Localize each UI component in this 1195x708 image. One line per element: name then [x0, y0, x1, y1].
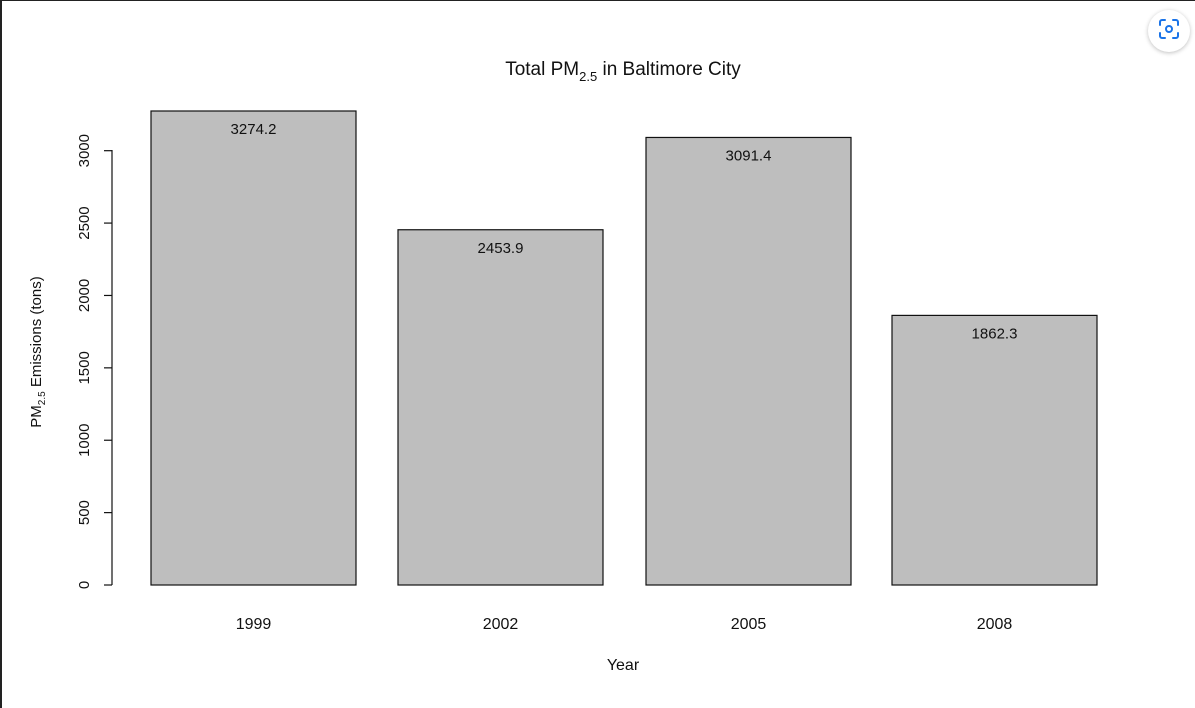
bar-1999 [150, 110, 357, 586]
y-axis-label: PM2.5 Emissions (tons) [28, 276, 48, 427]
lens-search-button[interactable] [1148, 10, 1190, 52]
bar-value-label: 3274.2 [231, 121, 277, 138]
bar-value-label: 2453.9 [478, 240, 524, 257]
chart-title-subscript: 2.5 [579, 69, 597, 84]
y-tick-label: 1000 [76, 424, 93, 457]
y-tick-label: 2500 [76, 206, 93, 239]
y-tick-label: 1500 [76, 351, 93, 384]
x-category-label: 2008 [977, 616, 1013, 633]
y-axis-label-subscript: 2.5 [37, 391, 48, 405]
bar-value-label: 3091.4 [726, 147, 772, 164]
chart-title-prefix: Total PM [505, 59, 579, 80]
chart-title-suffix: in Baltimore City [597, 59, 741, 80]
image-search-icon [1157, 17, 1181, 46]
bar-2008 [891, 314, 1098, 586]
y-axis-label-prefix: PM [28, 405, 45, 428]
x-axis-label: Year [607, 657, 640, 674]
x-category-label: 2005 [731, 616, 767, 633]
y-tick-label: 0 [76, 581, 93, 589]
bar-value-label: 1862.3 [972, 325, 1018, 342]
y-axis-label-suffix: Emissions (tons) [28, 276, 45, 391]
bar-2005 [645, 136, 852, 586]
chart-title: Total PM2.5 in Baltimore City [505, 59, 741, 84]
y-tick-label: 500 [76, 500, 93, 525]
y-tick-label: 2000 [76, 279, 93, 312]
bars: 3274.2 1999 2453.9 2002 3091.4 2005 1862.3 2008 [150, 110, 1098, 633]
bar-2002 [397, 229, 604, 586]
x-category-label: 2002 [483, 616, 519, 633]
y-axis-ticks: 0 500 1000 1500 2000 2500 3000 [76, 134, 112, 589]
x-category-label: 1999 [236, 616, 272, 633]
y-tick-label: 3000 [76, 134, 93, 167]
